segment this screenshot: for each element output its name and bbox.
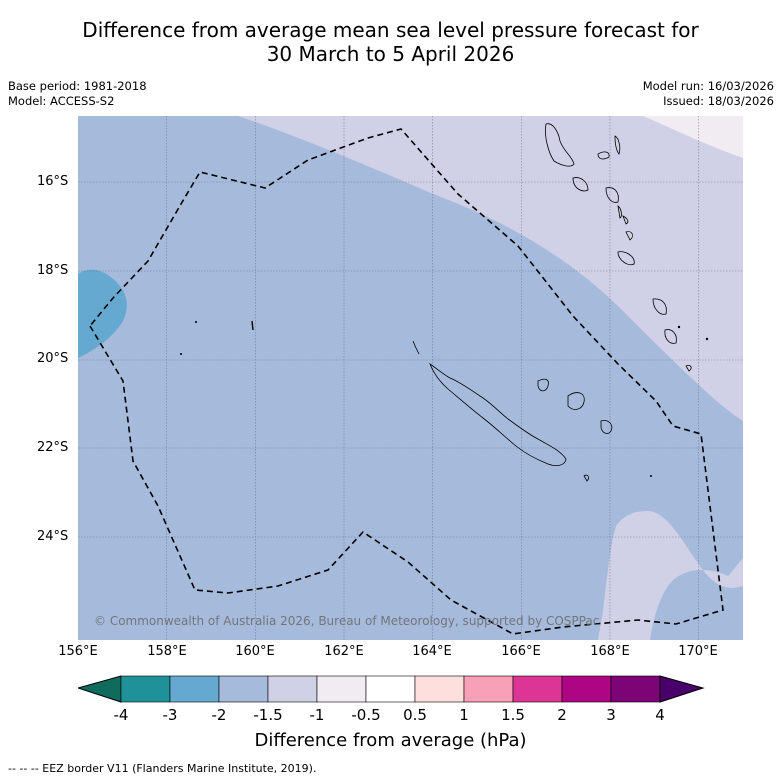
chart-title: Difference from average mean sea level p… xyxy=(0,18,781,66)
cb-label-minus2: -2 xyxy=(211,706,227,724)
title-line-2: 30 March to 5 April 2026 xyxy=(266,42,515,66)
cb-label-minus1: -1 xyxy=(309,706,325,724)
lat-label-24s: 24°S xyxy=(37,529,69,544)
eez-border xyxy=(89,128,724,635)
lon-label-168e: 168°E xyxy=(590,644,630,659)
graticule xyxy=(78,116,743,640)
emae-island xyxy=(625,231,633,241)
lifou-island xyxy=(567,392,585,410)
meta-right: Model run: 16/03/2026 Issued: 18/03/2026 xyxy=(643,79,774,109)
cb-label-minus1p5: -1.5 xyxy=(253,706,283,724)
cb-label-minus4: -4 xyxy=(113,706,129,724)
reef-dot-2 xyxy=(180,353,182,355)
colorbar-bin-minus4-minus3 xyxy=(120,675,171,703)
model-name: Model: ACCESS-S2 xyxy=(8,94,115,108)
meta-left: Base period: 1981-2018 Model: ACCESS-S2 xyxy=(8,79,147,109)
ouvea-island xyxy=(537,378,549,392)
colorbar-bin-0p5-1 xyxy=(414,675,465,703)
colorbar-bin-minus0p5-0p5 xyxy=(365,675,416,703)
credit-text: © Commonwealth of Australia 2026, Bureau… xyxy=(94,614,600,628)
aneityum-island xyxy=(685,365,692,372)
colorbar xyxy=(78,675,705,703)
cb-label-1p5: 1.5 xyxy=(501,706,525,724)
colorbar-bin-minus1-minus0p5 xyxy=(316,675,367,703)
zone-minus1-minus0p5 xyxy=(643,116,743,158)
mare-island xyxy=(600,420,613,434)
lat-label-20s: 20°S xyxy=(37,351,69,366)
title-line-1: Difference from average mean sea level p… xyxy=(82,18,699,42)
lon-label-158e: 158°E xyxy=(147,644,187,659)
cb-label-4: 4 xyxy=(655,706,665,724)
belep-islands xyxy=(412,340,420,355)
eez-legend-note: -- -- -- EEZ border V11 (Flanders Marine… xyxy=(8,762,317,775)
erromango-island xyxy=(652,298,667,315)
ambrym-island xyxy=(605,187,619,203)
tanna-island xyxy=(664,329,677,344)
base-period: Base period: 1981-2018 xyxy=(8,79,147,93)
malakula-island xyxy=(572,177,589,192)
cb-label-minus3: -3 xyxy=(162,706,178,724)
aniwa-island xyxy=(677,325,681,329)
lat-label-18s: 18°S xyxy=(37,263,69,278)
pentecost-island xyxy=(614,135,621,155)
cb-label-minus0p5: -0.5 xyxy=(351,706,381,724)
new-caledonia-island xyxy=(429,362,567,466)
lon-label-170e: 170°E xyxy=(678,644,718,659)
chesterfield-reef xyxy=(251,320,254,331)
model-run: Model run: 16/03/2026 xyxy=(642,79,774,93)
colorbar-bin-3-4 xyxy=(610,675,661,703)
colorbar-bin-minus3-minus2 xyxy=(169,675,220,703)
colorbar-title: Difference from average (hPa) xyxy=(254,730,527,751)
maewo-island xyxy=(597,151,610,160)
issued-date: Issued: 18/03/2026 xyxy=(663,94,774,108)
colorbar-bin-1-1p5 xyxy=(463,675,514,703)
espiritu-santo-island xyxy=(545,123,575,167)
lon-label-160e: 160°E xyxy=(235,644,275,659)
reef-dot-1 xyxy=(195,321,197,323)
zone-minus1p5-minus1-south xyxy=(598,511,743,640)
colorbar-bin-1p5-2 xyxy=(512,675,563,703)
colorbar-bin-minus2-minus1p5 xyxy=(218,675,269,703)
futuna-island xyxy=(705,337,709,341)
lon-label-166e: 166°E xyxy=(501,644,541,659)
lon-label-162e: 162°E xyxy=(324,644,364,659)
epi-islands xyxy=(617,205,629,225)
lat-label-22s: 22°S xyxy=(37,440,69,455)
cb-label-1: 1 xyxy=(459,706,469,724)
cb-label-3: 3 xyxy=(606,706,616,724)
lon-label-164e: 164°E xyxy=(412,644,452,659)
efate-island xyxy=(617,251,635,266)
lat-label-16s: 16°S xyxy=(37,174,69,189)
colorbar-extend-max xyxy=(659,675,705,703)
cb-label-0p5: 0.5 xyxy=(403,706,427,724)
reef-dot-3 xyxy=(650,475,652,477)
colorbar-bin-minus1p5-minus1 xyxy=(267,675,318,703)
colorbar-extend-min xyxy=(78,675,122,703)
pressure-map xyxy=(78,116,743,640)
colorbar-bin-2-3 xyxy=(561,675,612,703)
lon-label-156e: 156°E xyxy=(58,644,98,659)
cb-label-2: 2 xyxy=(557,706,567,724)
isle-of-pines xyxy=(583,474,589,482)
zone-minus3-minus2 xyxy=(78,269,127,358)
